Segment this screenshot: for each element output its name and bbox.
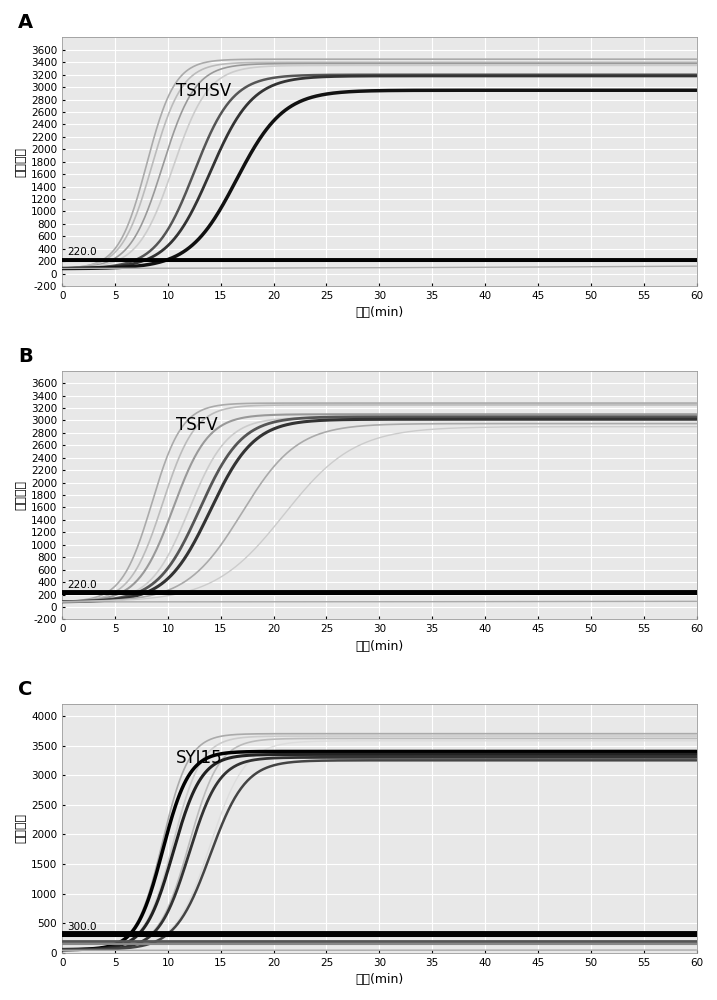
X-axis label: 时间(min): 时间(min) — [355, 306, 404, 319]
Text: TSHSV: TSHSV — [176, 82, 232, 100]
Y-axis label: 荧光强度: 荧光强度 — [14, 147, 27, 177]
X-axis label: 时间(min): 时间(min) — [355, 973, 404, 986]
Y-axis label: 荧光强度: 荧光强度 — [14, 480, 27, 510]
Text: SYJ15: SYJ15 — [176, 749, 223, 767]
Text: 300.0: 300.0 — [67, 922, 97, 932]
Text: 220.0: 220.0 — [67, 580, 97, 590]
Text: A: A — [18, 13, 33, 32]
Y-axis label: 荧光强度: 荧光强度 — [14, 813, 27, 843]
Text: C: C — [18, 680, 32, 699]
Text: B: B — [18, 347, 32, 366]
X-axis label: 时间(min): 时间(min) — [355, 640, 404, 653]
Text: TSFV: TSFV — [176, 416, 218, 434]
Text: 220.0: 220.0 — [67, 247, 97, 257]
